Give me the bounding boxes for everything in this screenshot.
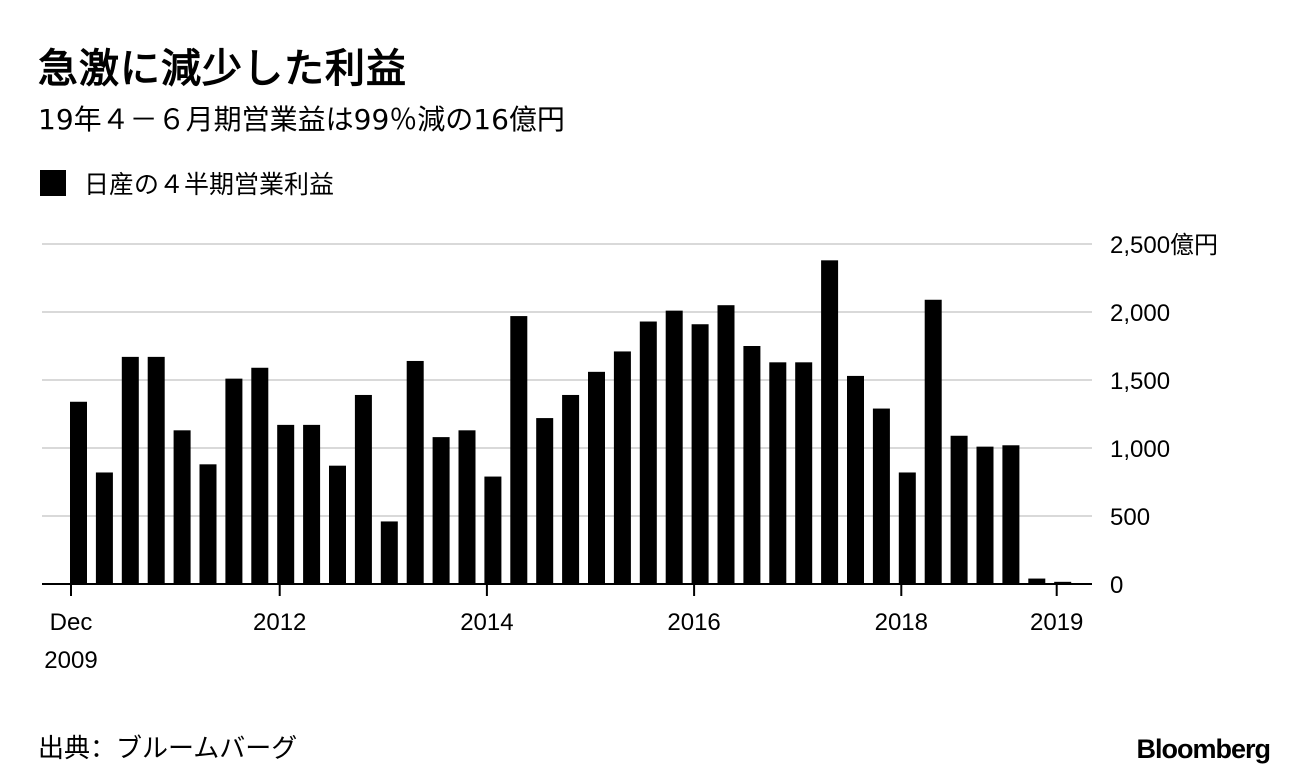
- legend: 日産の４半期営業利益: [40, 165, 334, 201]
- bar: [354, 394, 372, 584]
- x-tick-label: 2014: [460, 609, 513, 636]
- bar: [872, 408, 890, 584]
- bar: [458, 430, 476, 584]
- bar: [950, 435, 968, 584]
- bar: [380, 521, 398, 584]
- bar: [717, 305, 735, 584]
- bar: [847, 375, 864, 584]
- bar: [588, 371, 605, 584]
- bar: [303, 424, 321, 584]
- x-tick-label: 2019: [1030, 609, 1083, 636]
- bar: [173, 430, 191, 584]
- bar: [277, 424, 295, 584]
- x-tick-label: Dec: [50, 609, 93, 636]
- bar: [406, 360, 424, 584]
- bar: [769, 362, 787, 584]
- x-tick-label: 2009: [44, 647, 97, 674]
- legend-swatch: [40, 170, 66, 196]
- bar: [510, 316, 528, 584]
- y-tick-label: 500: [1110, 504, 1150, 531]
- bar: [743, 346, 761, 584]
- bar: [251, 367, 269, 584]
- y-tick-label: 1,500: [1110, 368, 1170, 395]
- source-note: 出典：ブルームバーグ: [38, 734, 298, 764]
- y-tick-label: 2,500億円: [1110, 232, 1218, 259]
- legend-label: 日産の４半期営業利益: [84, 170, 335, 199]
- chart-title: 急激に減少した利益: [38, 46, 407, 92]
- bar: [665, 310, 683, 584]
- bar: [199, 464, 217, 584]
- bar: [329, 465, 346, 584]
- chart-subtitle: 19年４－６月期営業益は99％減の16億円: [38, 103, 565, 136]
- bar: [821, 260, 839, 584]
- bar: [432, 437, 450, 584]
- x-tick-label: 2012: [253, 609, 306, 636]
- bar: [1028, 578, 1046, 584]
- bar: [70, 401, 87, 584]
- bar: [121, 356, 139, 584]
- bar: [1002, 445, 1020, 584]
- bar: [147, 356, 165, 584]
- x-tick-label: 2016: [667, 609, 720, 636]
- bar: [95, 472, 113, 584]
- bar: [795, 362, 813, 584]
- bar: [613, 351, 631, 584]
- bar: [562, 394, 580, 584]
- y-tick-label: 0: [1110, 572, 1123, 599]
- bar: [484, 476, 502, 584]
- bar: [639, 321, 657, 584]
- x-tick-label: 2018: [875, 609, 928, 636]
- bar: [976, 446, 994, 584]
- bar: [924, 299, 942, 584]
- bloomberg-logo: Bloomberg: [1136, 734, 1271, 764]
- bar: [691, 324, 709, 584]
- y-tick-label: 1,000: [1110, 436, 1170, 463]
- bar: [898, 472, 916, 584]
- bar: [536, 418, 554, 584]
- bar: [225, 378, 243, 584]
- y-tick-label: 2,000: [1110, 300, 1170, 327]
- bar: [1054, 581, 1072, 584]
